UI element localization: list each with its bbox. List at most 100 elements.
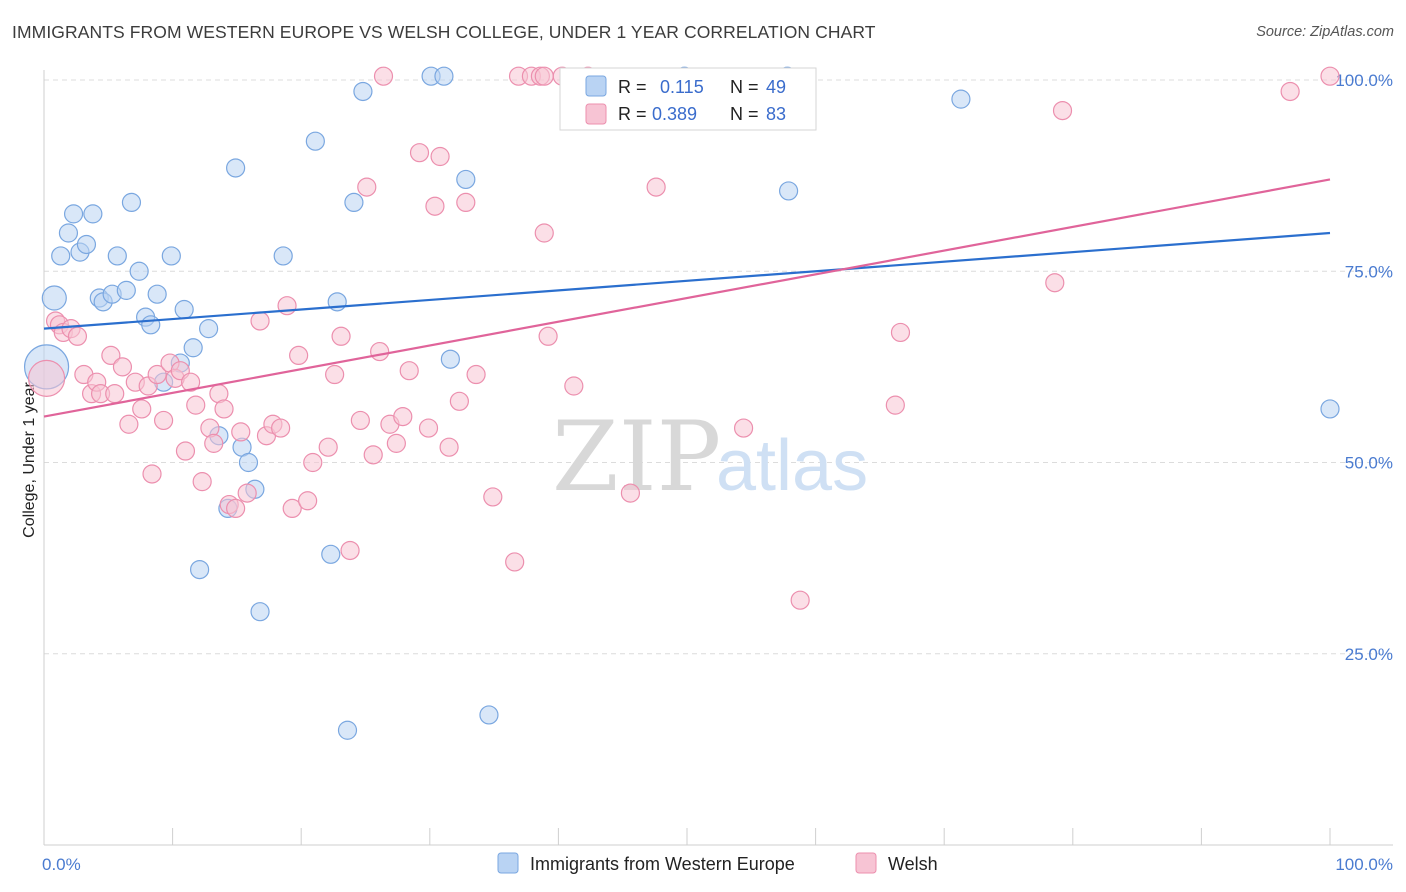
pink-point: [386, 433, 406, 453]
blue-point: [129, 261, 149, 281]
pink-point: [271, 418, 291, 438]
watermark: ZIP atlas: [552, 401, 868, 513]
pink-point: [418, 418, 439, 438]
bottom-legend-pink-label: Welsh: [888, 854, 938, 874]
gridlines: [44, 79, 1393, 655]
pink-point: [204, 433, 224, 453]
pink-point: [890, 322, 911, 343]
pink-point: [67, 326, 88, 346]
pink-point: [1320, 66, 1340, 86]
pink-point: [186, 395, 206, 415]
y-tick-label: 50.0%: [1345, 454, 1393, 473]
pink-point: [105, 384, 125, 404]
blue-point: [479, 705, 499, 725]
pink-point: [153, 410, 174, 431]
pink-point: [181, 372, 201, 392]
pink-point: [119, 414, 139, 434]
pink-point: [538, 326, 558, 346]
bottom-legend: Immigrants from Western Europe Welsh: [497, 852, 938, 874]
stats-legend-blue-swatch: [585, 75, 607, 97]
blue-point: [321, 544, 341, 564]
pink-point: [282, 498, 302, 518]
axes: [43, 70, 1393, 846]
stats-legend: R = 0.115 N = 49 R = 0.389 N = 83: [559, 67, 817, 131]
stats-legend-pink-r-label: R =: [618, 104, 647, 124]
stats-legend-blue-r-label: R =: [618, 77, 647, 97]
bottom-legend-blue-label: Immigrants from Western Europe: [530, 854, 795, 874]
pink-point: [646, 177, 666, 197]
blue-point: [434, 66, 454, 86]
y-tick-label: 100.0%: [1335, 71, 1393, 90]
axis-tick-labels: 25.0% 50.0% 75.0% 100.0% 0.0% 100.0%: [42, 71, 1393, 874]
pink-point: [237, 483, 257, 503]
blue-point: [51, 246, 71, 266]
bottom-legend-blue-swatch: [497, 852, 519, 874]
x-tick-label-min: 0.0%: [42, 855, 81, 874]
pink-point: [370, 341, 390, 362]
blue-point: [344, 192, 364, 212]
pink-point: [505, 552, 525, 572]
stats-legend-pink-n-label: N =: [730, 104, 759, 124]
trend-line-pink: [43, 178, 1331, 418]
blue-point: [273, 246, 293, 266]
pink-point: [112, 357, 133, 377]
blue-point: [161, 246, 181, 266]
pink-point: [27, 359, 66, 397]
blue-point: [63, 204, 84, 224]
pink-point: [226, 498, 246, 518]
pink-point: [132, 399, 152, 419]
bottom-legend-pink-swatch: [855, 852, 877, 874]
x-tick-label-max: 100.0%: [1335, 855, 1393, 874]
blue-point: [183, 338, 203, 358]
pink-point: [289, 345, 309, 365]
y-tick-label: 75.0%: [1345, 262, 1393, 281]
stats-legend-pink-swatch: [585, 103, 607, 125]
stats-legend-blue-r-value: 0.115: [660, 77, 704, 97]
blue-point: [1320, 399, 1340, 419]
watermark-atlas: atlas: [716, 426, 868, 506]
blue-point: [116, 280, 136, 300]
pink-point: [363, 445, 383, 465]
stats-legend-blue-n-value: 49: [766, 77, 786, 97]
series-pink-points: [27, 66, 1340, 610]
trend-lines: [43, 178, 1331, 418]
blue-point: [238, 452, 259, 473]
pink-point: [373, 66, 394, 86]
blue-point: [250, 602, 270, 622]
pink-point: [192, 472, 212, 492]
blue-point: [456, 169, 476, 190]
stats-legend-blue-n-label: N =: [730, 77, 759, 97]
pink-point: [409, 143, 430, 163]
pink-point: [331, 326, 351, 346]
blue-point: [226, 158, 246, 178]
pink-point: [1052, 100, 1073, 121]
blue-point: [190, 559, 210, 580]
pink-point: [483, 487, 503, 507]
pink-point: [340, 540, 360, 561]
y-tick-label: 25.0%: [1345, 645, 1393, 664]
pink-point: [534, 223, 554, 243]
pink-point: [456, 192, 476, 212]
blue-point: [121, 192, 142, 212]
pink-point: [298, 491, 318, 511]
blue-point: [174, 299, 194, 320]
pink-point: [790, 590, 810, 610]
pink-point: [733, 418, 754, 438]
pink-point: [175, 441, 196, 461]
pink-point: [885, 395, 905, 415]
chart-title: IMMIGRANTS FROM WESTERN EUROPE VS WELSH …: [12, 22, 876, 42]
blue-point: [337, 720, 358, 740]
trend-line-blue: [43, 231, 1331, 330]
pink-point: [142, 464, 162, 484]
pink-point: [147, 364, 167, 385]
pink-point: [101, 345, 121, 365]
blue-point: [305, 131, 325, 151]
y-axis-label: College, Under 1 year: [21, 382, 38, 538]
pink-point: [250, 311, 270, 331]
pink-point: [425, 196, 445, 216]
blue-point: [41, 285, 67, 311]
pink-point: [393, 407, 413, 427]
pink-point: [399, 361, 419, 381]
blue-point: [107, 246, 127, 266]
